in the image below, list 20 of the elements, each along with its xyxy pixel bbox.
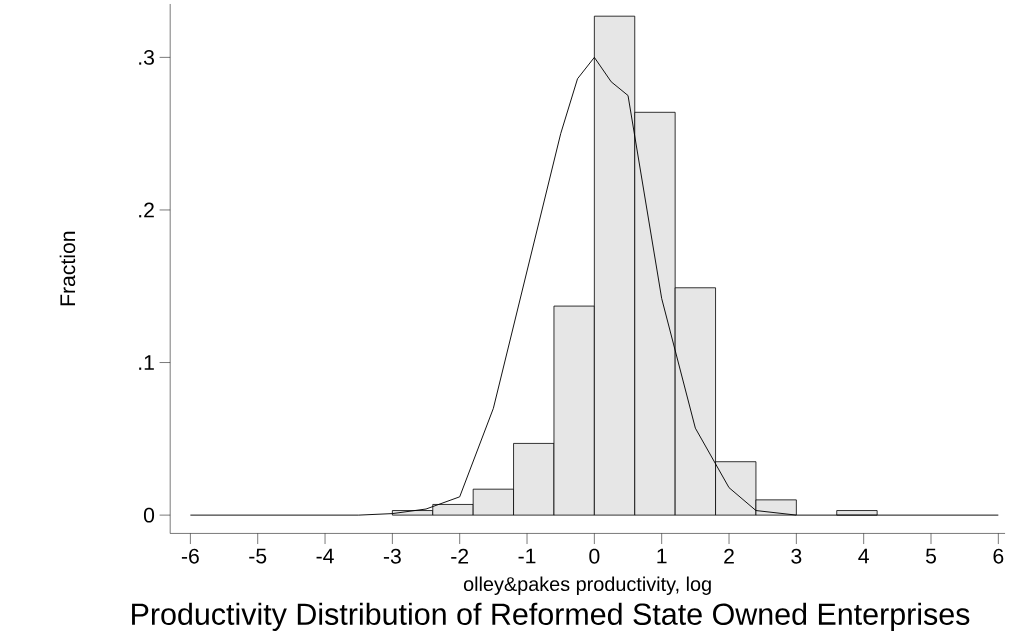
text: Productivity Distribution of Reformed State Owned Enterprises (132, 602, 970, 631)
x-tick-label: -2 (451, 548, 469, 564)
x-tick-label: -6 (181, 548, 199, 564)
x-tick-label: 4 (858, 548, 869, 564)
x-tick-label: -3 (383, 548, 401, 564)
x-axis-title: olley&pakes productivity, log (463, 576, 711, 595)
y-tick-label: 0 (143, 507, 155, 523)
x-tick-label: 0 (589, 548, 600, 564)
y-tick-label: .1 (139, 355, 154, 370)
x-tick-label: 5 (925, 548, 936, 564)
x-tick-label: 1 (657, 548, 667, 564)
x-tick-label: 6 (993, 548, 1004, 564)
x-tick-label: -1 (518, 548, 536, 564)
x-tick-label: 2 (724, 548, 734, 564)
y-axis-title: Fraction (59, 231, 76, 306)
y-tick-label: .2 (139, 202, 154, 218)
y-tick-label: .3 (139, 49, 154, 65)
x-tick-label: 3 (791, 548, 802, 564)
x-tick-label: -4 (316, 548, 334, 564)
x-tick-label: -5 (249, 548, 267, 564)
